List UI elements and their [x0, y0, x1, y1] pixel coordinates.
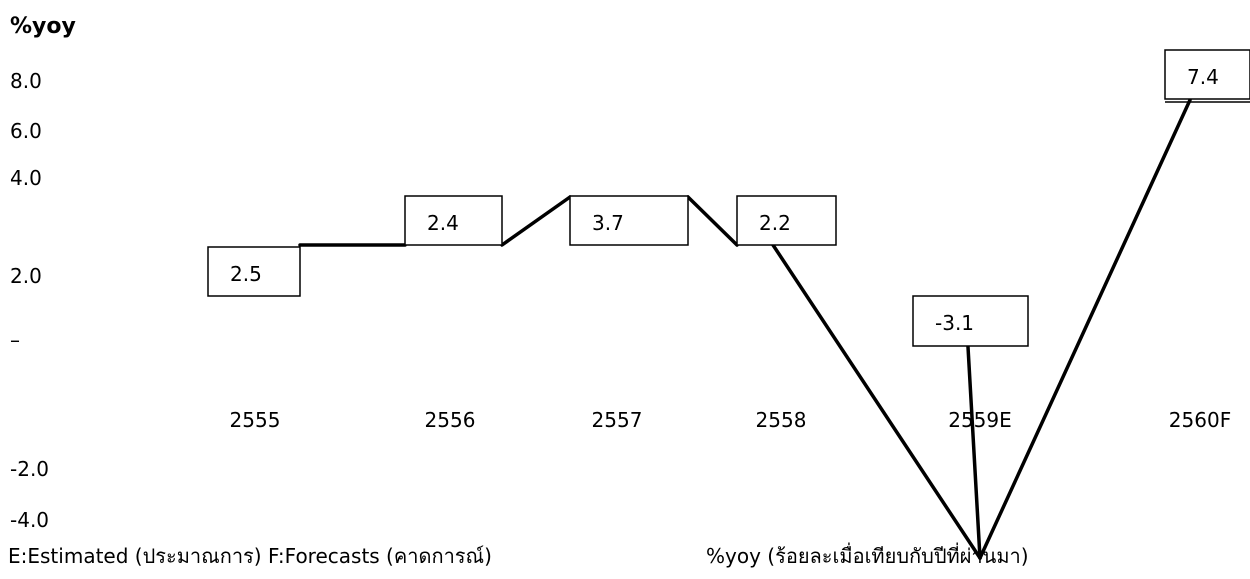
x-axis-tick-labels: 2555 2556 2557 2558 2559E 2560F: [230, 408, 1232, 432]
data-label-box-2558: [736, 195, 837, 246]
data-label-box-2556: [404, 195, 503, 246]
y-tick-label-2: 4.0: [10, 166, 42, 190]
y-tick-label-6: -4.0: [10, 508, 49, 532]
x-tick-label-2559E: 2559E: [948, 408, 1012, 432]
data-label-layer: 2.5 2.4 3.7 2.2 -3.1 7.4: [207, 49, 1250, 347]
y-axis-unit-label: %yoy: [10, 14, 76, 39]
x-tick-label-2560F: 2560F: [1169, 408, 1231, 432]
y-tick-label-5: -2.0: [10, 457, 49, 481]
data-label-text-2555: 2.5: [230, 262, 262, 286]
data-label-2560F: 7.4: [1164, 49, 1250, 100]
data-label-text-2557: 3.7: [592, 211, 624, 235]
line-segment-5: [978, 98, 1192, 560]
data-label-box-2559E: [912, 295, 1029, 347]
x-tick-label-2556: 2556: [425, 408, 476, 432]
legend-note-estimated-forecast: E:Estimated (ประมาณการ) F:Forecasts (คาด…: [8, 544, 492, 568]
line-segment-3: [771, 243, 982, 560]
data-label-2557: 3.7: [569, 195, 689, 246]
line-segment-2: [686, 195, 739, 247]
x-tick-label-2558: 2558: [756, 408, 807, 432]
data-label-box-2560F: [1164, 49, 1250, 100]
x-tick-label-2557: 2557: [592, 408, 643, 432]
data-label-2558: 2.2: [736, 195, 837, 246]
y-axis-tick-labels: 8.0 6.0 4.0 2.0 – -2.0 -4.0: [10, 69, 49, 532]
legend-note-yoy: %yoy (ร้อยละเมื่อเทียบกับปีที่ผ่านมา): [706, 544, 1029, 568]
line-segment-4: [966, 345, 982, 560]
data-label-text-2556: 2.4: [427, 211, 459, 235]
data-label-text-2558: 2.2: [759, 211, 791, 235]
data-label-box-2557: [569, 195, 689, 246]
data-label-2555: 2.5: [207, 246, 301, 297]
y-tick-label-0: 8.0: [10, 69, 42, 93]
y-tick-label-4: –: [10, 328, 20, 352]
y-tick-label-3: 2.0: [10, 264, 42, 288]
data-label-text-2560F: 7.4: [1187, 65, 1219, 89]
data-line-layer: [298, 98, 1192, 560]
data-label-text-2559E: -3.1: [935, 311, 974, 335]
y-tick-label-1: 6.0: [10, 119, 42, 143]
x-tick-label-2555: 2555: [230, 408, 281, 432]
data-label-2556: 2.4: [404, 195, 503, 246]
data-label-box-2555: [207, 246, 301, 297]
data-label-2559E: -3.1: [912, 295, 1029, 347]
line-segment-1: [500, 195, 572, 247]
